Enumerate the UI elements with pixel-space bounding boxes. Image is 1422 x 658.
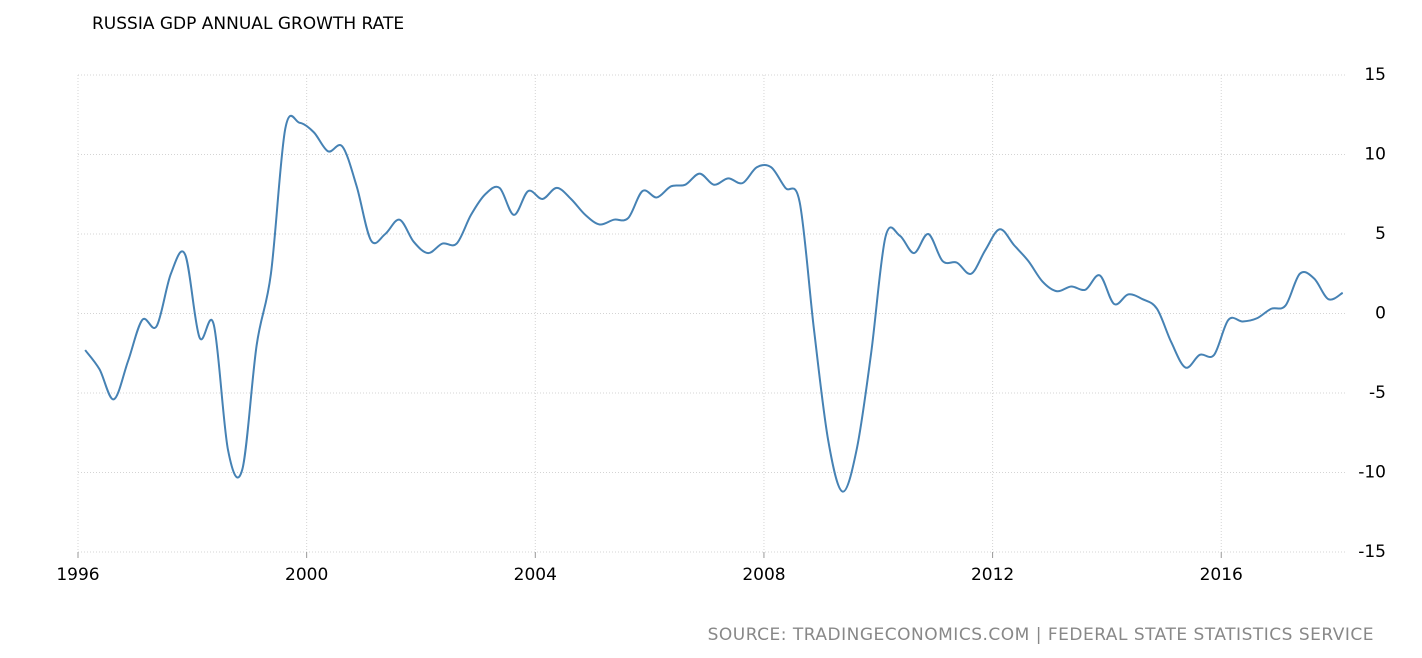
y-tick-label: 15 — [1364, 65, 1386, 85]
source: SOURCE: TRADINGECONOMICS.COM | FEDERAL S… — [708, 625, 1374, 645]
y-tick-label: 5 — [1375, 224, 1386, 244]
chart-title: RUSSIA GDP ANNUAL GROWTH RATE — [92, 14, 404, 34]
x-tick-label: 2004 — [514, 565, 557, 585]
y-tick-label: -5 — [1369, 383, 1386, 403]
x-tick-label: 2012 — [971, 565, 1014, 585]
y-tick-label: -15 — [1358, 542, 1386, 562]
y-tick-label: 0 — [1375, 304, 1386, 324]
x-tick-label: 2000 — [285, 565, 328, 585]
y-tick-label: -10 — [1358, 463, 1386, 483]
y-tick-label: 10 — [1364, 145, 1386, 165]
data-line — [84, 114, 1344, 493]
x-tick-label: 2016 — [1200, 565, 1243, 585]
x-tick-label: 2008 — [742, 565, 785, 585]
x-tick-label: 1996 — [56, 565, 99, 585]
